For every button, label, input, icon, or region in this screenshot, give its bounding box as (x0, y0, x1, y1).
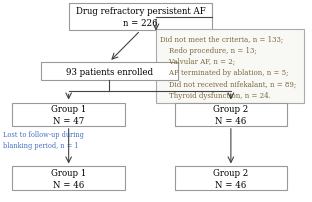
Text: Group 1
N = 47: Group 1 N = 47 (51, 104, 86, 125)
Text: Did not meet the criteria, n = 133;
    Redo procedure, n = 13;
    Valvular AF,: Did not meet the criteria, n = 133; Redo… (160, 35, 296, 100)
FancyBboxPatch shape (69, 4, 212, 31)
Text: Group 2
N = 46: Group 2 N = 46 (213, 104, 248, 125)
Text: Group 2
N = 46: Group 2 N = 46 (213, 168, 248, 189)
FancyBboxPatch shape (175, 167, 287, 190)
FancyBboxPatch shape (12, 103, 125, 126)
FancyBboxPatch shape (175, 103, 287, 126)
Text: 93 patients enrolled: 93 patients enrolled (66, 67, 153, 76)
FancyBboxPatch shape (12, 167, 125, 190)
FancyBboxPatch shape (41, 63, 178, 81)
Text: Drug refractory persistent AF
n = 226: Drug refractory persistent AF n = 226 (76, 7, 205, 28)
Text: Lost to follow-up during
blanking period, n = 1: Lost to follow-up during blanking period… (3, 130, 84, 149)
Text: Group 1
N = 46: Group 1 N = 46 (51, 168, 86, 189)
FancyBboxPatch shape (156, 30, 304, 103)
